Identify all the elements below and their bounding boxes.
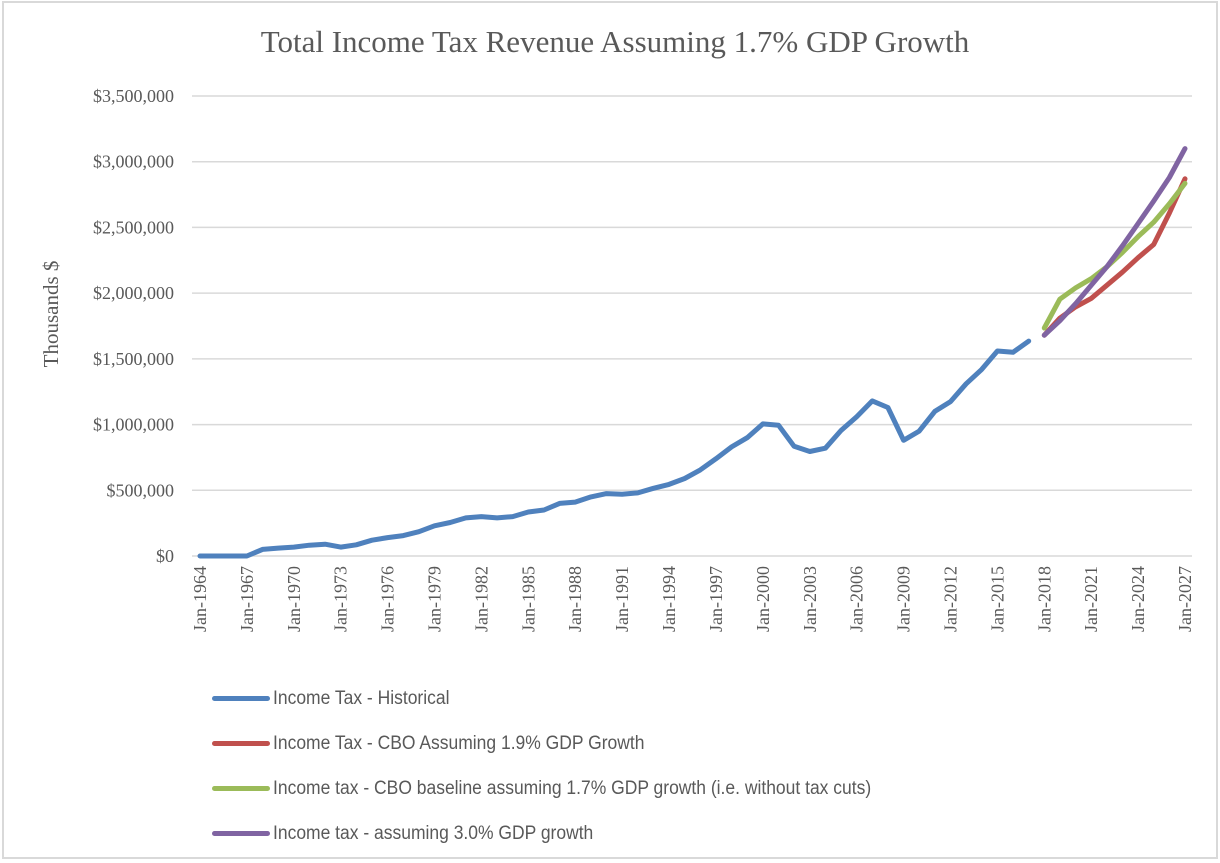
legend-item: Income tax - CBO baseline assuming 1.7% … [212, 766, 923, 811]
legend-item: Income tax - assuming 3.0% GDP growth [212, 811, 923, 856]
y-tick-label: $3,500,000 [93, 86, 174, 106]
legend-label: Income Tax - Historical [273, 687, 450, 709]
x-tick-label: Jan-2009 [894, 566, 914, 632]
series-lines [197, 146, 1188, 559]
legend-label: Income tax - assuming 3.0% GDP growth [273, 822, 594, 844]
y-tick-label: $1,500,000 [93, 349, 174, 369]
y-axis-ticks: $0 $500,000 $1,000,000 $1,500,000 $2,000,000… [93, 86, 174, 566]
x-tick-label: Jan-2024 [1128, 566, 1148, 632]
legend-label: Income Tax - CBO Assuming 1.9% GDP Growt… [273, 732, 645, 754]
y-tick-label: $1,000,000 [93, 415, 174, 435]
legend-swatch [212, 696, 270, 701]
legend: Income Tax - Historical Income Tax - CBO … [212, 676, 923, 856]
legend-item: Income Tax - CBO Assuming 1.9% GDP Growt… [212, 721, 923, 766]
chart-title: Total Income Tax Revenue Assuming 1.7% G… [260, 24, 970, 59]
x-tick-label: Jan-2018 [1034, 566, 1054, 632]
x-tick-label: Jan-1988 [565, 566, 585, 632]
x-tick-label: Jan-2021 [1081, 566, 1101, 632]
legend-label: Income tax - CBO baseline assuming 1.7% … [273, 777, 872, 799]
x-tick-label: Jan-1964 [190, 566, 210, 632]
x-tick-label: Jan-1994 [659, 566, 679, 632]
x-tick-label: Jan-1967 [237, 566, 257, 632]
x-tick-label: Jan-2012 [940, 566, 960, 632]
x-tick-label: Jan-2015 [987, 566, 1007, 632]
y-axis-label: Thousands $ [39, 261, 63, 368]
x-tick-label: Jan-2000 [753, 566, 773, 632]
y-tick-label: $0 [156, 546, 174, 566]
x-tick-label: Jan-1979 [425, 566, 445, 632]
legend-item: Income Tax - Historical [212, 676, 923, 721]
y-tick-label: $2,500,000 [93, 217, 174, 237]
x-tick-label: Jan-1970 [284, 566, 304, 632]
x-tick-label: Jan-1985 [518, 566, 538, 632]
x-tick-label: Jan-1997 [706, 566, 726, 632]
y-tick-label: $500,000 [107, 480, 175, 500]
x-axis-ticks: Jan-1964 Jan-1967 Jan-1970 Jan-1973 Jan-1976… [190, 566, 1195, 632]
gridlines [192, 95, 1192, 557]
series-line [197, 338, 1032, 559]
legend-swatch [212, 831, 270, 836]
x-tick-label: Jan-1991 [612, 566, 632, 632]
x-tick-label: Jan-2027 [1175, 566, 1195, 632]
x-tick-label: Jan-1982 [471, 566, 491, 632]
x-tick-label: Jan-2006 [847, 566, 867, 632]
y-tick-label: $2,000,000 [93, 283, 174, 303]
series-line [1041, 146, 1188, 338]
legend-swatch [212, 786, 270, 791]
legend-swatch [212, 741, 270, 746]
x-tick-label: Jan-1973 [331, 566, 351, 632]
x-tick-label: Jan-2003 [800, 566, 820, 632]
y-tick-label: $3,000,000 [93, 152, 174, 172]
x-tick-label: Jan-1976 [378, 566, 398, 632]
